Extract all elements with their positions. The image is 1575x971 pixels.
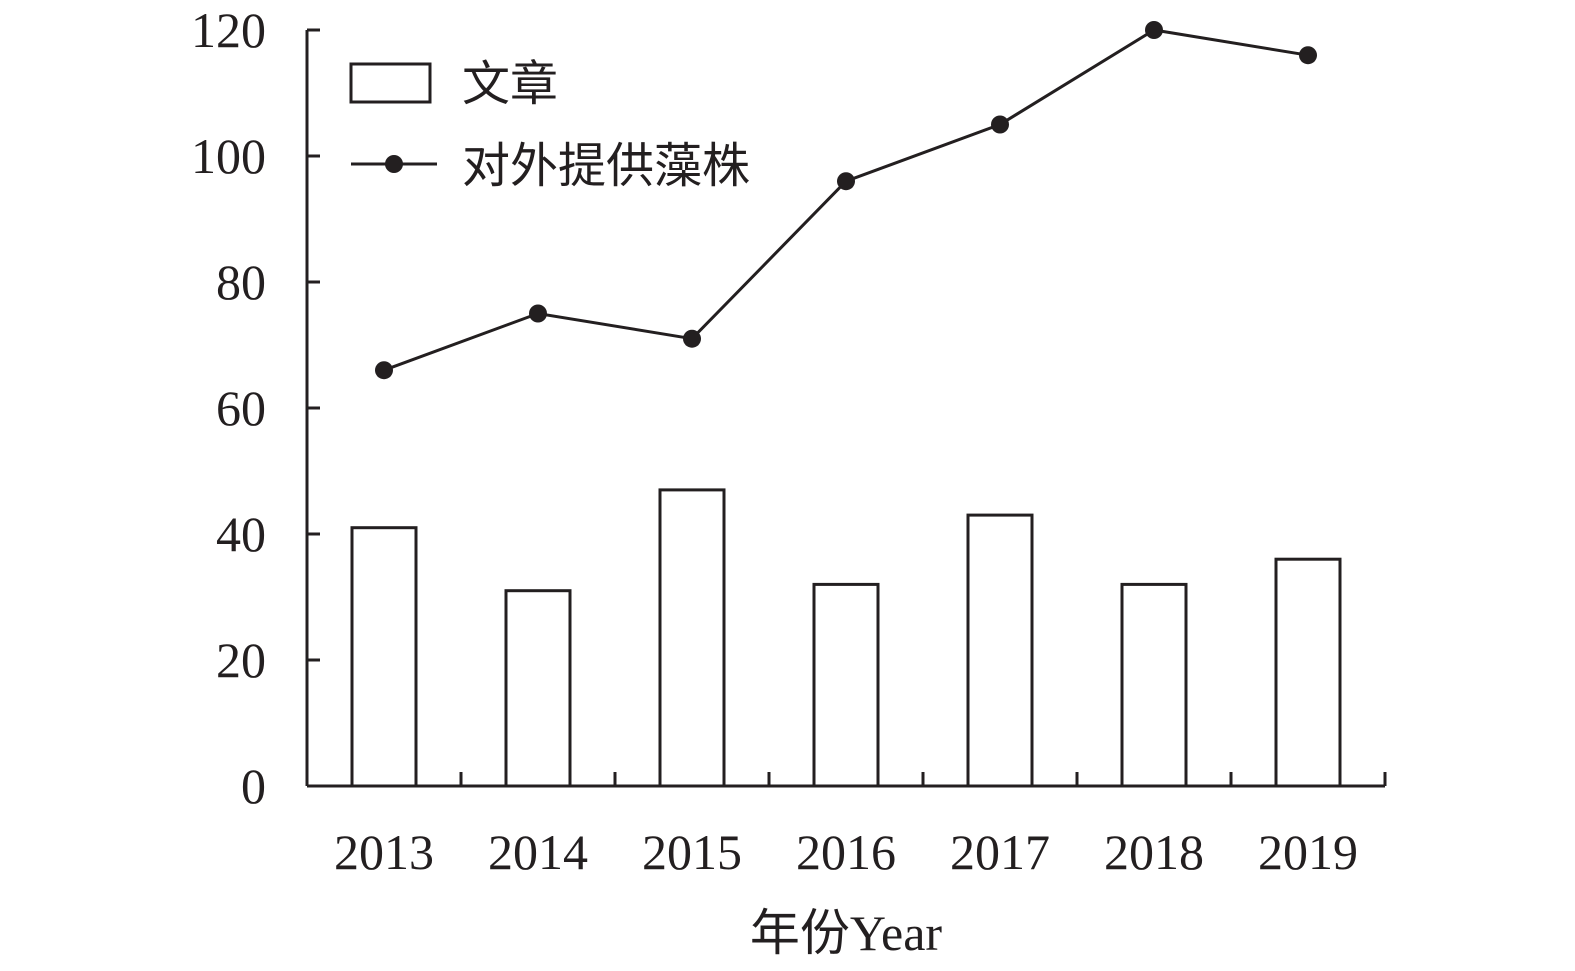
x-tick-label-2016: 2016 xyxy=(796,824,896,880)
legend-line-label: 对外提供藻株 xyxy=(462,138,750,194)
y-tick-label-60: 60 xyxy=(216,380,266,436)
x-ticks-layer: 2013 2014 2015 2016 2017 2018 2019 xyxy=(305,772,1387,880)
x-axis-title: 年份Year xyxy=(750,905,942,961)
bar-2014 xyxy=(504,589,572,788)
y-tick-label-120: 120 xyxy=(191,2,266,58)
legend-bar-label: 文章 xyxy=(462,56,558,112)
y-tick-label-100: 100 xyxy=(191,128,266,184)
line-series-layer xyxy=(375,21,1317,380)
legend: 文章 对外提供藻株 xyxy=(349,56,750,194)
y-tick-label-80: 80 xyxy=(216,254,266,310)
bar-2016 xyxy=(812,582,880,788)
line-point-2017 xyxy=(991,115,1009,134)
line-point-2019 xyxy=(1299,46,1317,65)
x-tick-label-2017: 2017 xyxy=(950,824,1050,880)
y-tick-label-0: 0 xyxy=(241,758,266,814)
bar-2015 xyxy=(658,488,726,788)
line-point-2018 xyxy=(1145,21,1163,39)
x-tick-label-2018: 2018 xyxy=(1104,824,1204,880)
x-tick-label-2015: 2015 xyxy=(642,824,742,880)
bars-layer xyxy=(350,488,1342,788)
bar-2019 xyxy=(1274,557,1342,788)
x-tick-label-2014: 2014 xyxy=(488,824,588,880)
legend-line-marker xyxy=(385,155,403,173)
y-tick-label-20: 20 xyxy=(216,632,266,688)
x-tick-label-2013: 2013 xyxy=(334,824,434,880)
bar-2013 xyxy=(350,526,418,788)
x-tick-label-2019: 2019 xyxy=(1258,824,1358,880)
line-point-2015 xyxy=(683,329,701,348)
y-ticks-layer: 0 20 40 60 80 100 120 xyxy=(191,2,320,814)
legend-bar-swatch xyxy=(349,62,432,104)
line-point-2016 xyxy=(837,172,855,191)
bar-2018 xyxy=(1120,582,1188,788)
y-tick-label-40: 40 xyxy=(216,506,266,562)
bar-2017 xyxy=(966,513,1034,788)
line-point-2014 xyxy=(529,304,547,323)
line-point-2013 xyxy=(375,361,393,380)
